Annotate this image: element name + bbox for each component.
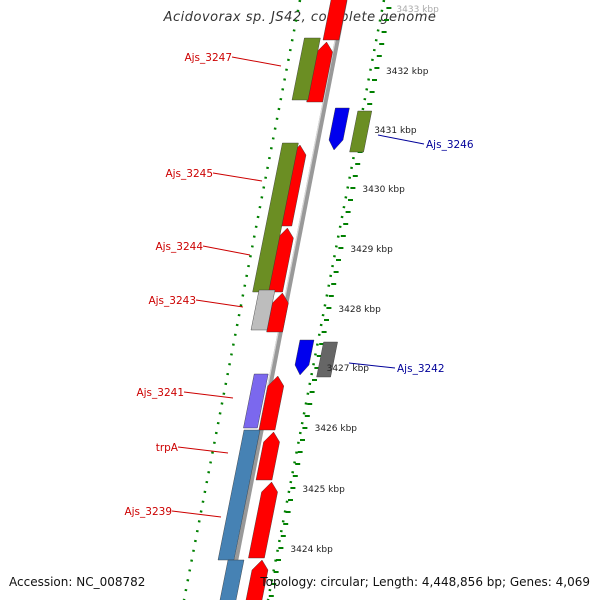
cog-block-purple bbox=[243, 373, 269, 429]
forward-gene-label: Ajs_3241 bbox=[136, 387, 184, 399]
forward-gene-arrow bbox=[306, 41, 333, 103]
forward-gene-label: Ajs_3239 bbox=[124, 506, 172, 518]
scale-label: 3426 kbp bbox=[315, 424, 358, 434]
forward-gene-arrow bbox=[245, 559, 269, 600]
reverse-gene-leader bbox=[377, 134, 425, 145]
forward-gene-arrow bbox=[322, 0, 348, 41]
scale-label: 3432 kbp bbox=[386, 67, 429, 77]
reverse-gene-arrow bbox=[294, 339, 315, 376]
inner-dotted-border bbox=[182, 0, 302, 600]
scale-label: 3433 kbp bbox=[396, 5, 439, 15]
reverse-gene-label: Ajs_3246 bbox=[426, 139, 474, 151]
forward-gene-leader bbox=[212, 172, 263, 182]
forward-gene-label: Ajs_3244 bbox=[155, 241, 203, 253]
forward-gene-leader bbox=[202, 245, 251, 256]
forward-gene-arrow bbox=[266, 292, 289, 333]
forward-gene-leader bbox=[231, 56, 282, 67]
reverse-gene-arrow bbox=[328, 107, 350, 151]
forward-gene-label: trpA bbox=[156, 442, 179, 454]
forward-gene-leader bbox=[177, 446, 229, 454]
cog-block-gray bbox=[250, 289, 276, 331]
cog-block-darkgray bbox=[316, 341, 338, 378]
forward-gene-leader bbox=[171, 510, 222, 518]
forward-gene-label: Ajs_3247 bbox=[184, 52, 232, 64]
scale-label: 3424 kbp bbox=[290, 545, 333, 555]
forward-gene-leader bbox=[183, 391, 234, 399]
forward-gene-arrow bbox=[258, 375, 285, 431]
cog-block-green bbox=[349, 110, 373, 153]
scale-label: 3430 kbp bbox=[362, 185, 405, 195]
forward-gene-arrow bbox=[248, 481, 278, 559]
outer-dotted-border bbox=[266, 0, 386, 600]
map-title: Acidovorax sp. JS42, complete genome bbox=[163, 10, 437, 25]
forward-gene-label: Ajs_3245 bbox=[165, 168, 213, 180]
scale-label: 3431 kbp bbox=[374, 126, 417, 136]
scale-label: 3425 kbp bbox=[302, 485, 345, 495]
accession-text: Accession: NC_008782 bbox=[9, 575, 146, 589]
cog-block-steelblue bbox=[219, 559, 245, 600]
cog-block-green bbox=[291, 37, 321, 101]
reverse-gene-label: Ajs_3242 bbox=[397, 363, 445, 375]
forward-gene-arrow bbox=[255, 431, 280, 481]
forward-gene-label: Ajs_3243 bbox=[148, 295, 196, 307]
scale-label: 3427 kbp bbox=[327, 364, 370, 374]
scale-label: 3429 kbp bbox=[350, 245, 393, 255]
genome-summary-text: Topology: circular; Length: 4,448,856 bp… bbox=[260, 575, 590, 589]
scale-label: 3428 kbp bbox=[338, 305, 381, 315]
forward-gene-leader bbox=[195, 299, 244, 308]
reverse-gene-leader bbox=[348, 362, 396, 369]
